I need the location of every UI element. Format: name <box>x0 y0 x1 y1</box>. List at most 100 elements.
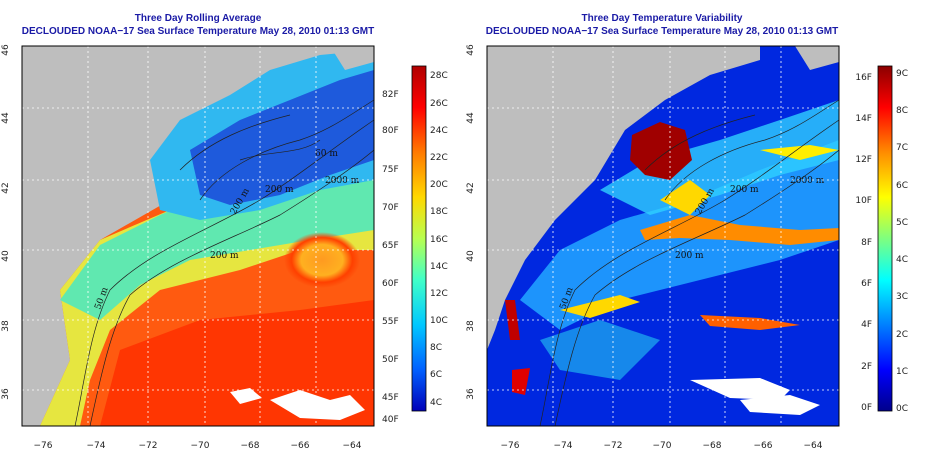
colorbar-label: 24C <box>430 126 448 136</box>
colorbar-label: 12F <box>855 155 872 165</box>
colorbar-label: 0C <box>896 404 908 414</box>
right-colorbar-right-labels: 9C 8C 7C 6C 5C 4C 3C 2C 1C 0C <box>896 69 908 414</box>
lat-tick-label: 44 <box>466 112 476 124</box>
colorbar-label: 18C <box>430 207 448 217</box>
colorbar-label: 2C <box>896 330 908 340</box>
lon-tick-label: −68 <box>241 441 260 451</box>
colorbar-label: 4C <box>430 398 442 408</box>
high-variability-front <box>560 295 640 318</box>
left-colorbar-right-labels: 28C 26C 24C 22C 20C 18C 16C 14C 12C 10C … <box>430 71 448 408</box>
lat-tick-label: 40 <box>466 250 476 262</box>
left-colorbar <box>411 65 427 412</box>
lat-tick-label: 46 <box>466 44 476 56</box>
lat-tick-label: 36 <box>1 388 11 400</box>
lon-tick-label: −76 <box>501 441 520 451</box>
left-panel-subtitle: DECLOUDED NOAA−17 Sea Surface Temperatur… <box>22 26 374 37</box>
colorbar-label: 4C <box>896 255 908 265</box>
left-colorbar-left-labels: 82F 80F 75F 70F 65F 60F 55F 50F 45F 40F <box>382 90 399 425</box>
lat-tick-label: 46 <box>1 44 11 56</box>
colorbar-label: 12C <box>430 289 448 299</box>
contour-label: 60 m <box>315 149 338 159</box>
lat-tick-label: 42 <box>466 182 476 193</box>
colorbar-label: 16C <box>430 235 448 245</box>
colorbar-label: 26C <box>430 99 448 109</box>
left-panel: Three Day Rolling Average DECLOUDED NOAA… <box>1 13 448 451</box>
right-colorbar-left-labels: 16F 14F 12F 10F 8F 6F 4F 2F 0F <box>855 73 872 413</box>
lat-tick-label: 40 <box>1 250 11 262</box>
colorbar-label: 45F <box>382 393 399 403</box>
lat-tick-label: 38 <box>466 320 476 332</box>
cloud-gap <box>230 388 262 404</box>
lon-tick-label: −74 <box>87 441 106 451</box>
bathymetry-contours <box>74 99 374 426</box>
colorbar-label: 28C <box>430 71 448 81</box>
contour-label: 2000 m <box>790 176 825 186</box>
max-variability-hotspot <box>512 368 530 395</box>
lon-tick-label: −66 <box>291 441 310 451</box>
colorbar-label: 6F <box>861 279 872 289</box>
cloud-gap <box>690 378 790 400</box>
lon-tick-label: −72 <box>604 441 623 451</box>
cloud-gap <box>740 395 820 415</box>
colorbar-label: 20C <box>430 180 448 190</box>
colorbar-label: 16F <box>855 73 872 83</box>
high-variability-front <box>760 145 839 160</box>
mid-variability-zone <box>600 100 839 215</box>
lon-tick-label: −70 <box>653 441 672 451</box>
warm-core-eddy <box>284 232 360 288</box>
colorbar-label: 8C <box>896 106 908 116</box>
colorbar-label: 70F <box>382 203 399 213</box>
bathymetry-contours <box>539 99 839 426</box>
colorbar-label: 10C <box>430 316 448 326</box>
colorbar-label: 50F <box>382 355 399 365</box>
right-panel: Three Day Temperature Variability DECLOU… <box>466 13 908 451</box>
contour-label: 200 m <box>265 185 294 195</box>
colorbar-label: 9C <box>896 69 908 79</box>
left-lat-axis: 46 44 42 40 38 36 <box>1 44 11 400</box>
lon-tick-label: −68 <box>703 441 722 451</box>
colorbar-label: 14C <box>430 262 448 272</box>
lat-tick-label: 42 <box>1 182 11 193</box>
lon-tick-label: −64 <box>343 441 362 451</box>
cold-water-core <box>190 70 374 205</box>
contour-label: 200 m <box>730 185 759 195</box>
colorbar-label: 6C <box>896 181 908 191</box>
max-variability-hotspot <box>630 122 692 180</box>
colorbar-label: 22C <box>430 153 448 163</box>
lon-tick-label: −76 <box>34 441 53 451</box>
left-sst-map: 200 m 200 m 2000 m 50 m 200 m 60 m <box>22 46 374 426</box>
high-variability-front <box>660 180 710 215</box>
right-variability-map: 200 m 200 m 50 m 200 m 2000 m <box>487 46 839 426</box>
right-panel-subtitle: DECLOUDED NOAA−17 Sea Surface Temperatur… <box>486 26 838 37</box>
colorbar-label: 8C <box>430 343 442 353</box>
lon-tick-label: −74 <box>554 441 573 451</box>
nova-scotia-land <box>795 46 839 70</box>
colorbar-label: 60F <box>382 279 399 289</box>
right-colorbar <box>877 65 893 412</box>
cloud-gap <box>270 390 365 420</box>
lon-tick-label: −70 <box>191 441 210 451</box>
colorbar-label: 65F <box>382 241 399 251</box>
colorbar-label: 75F <box>382 165 399 175</box>
graticule <box>487 46 839 426</box>
colorbar-label: 55F <box>382 317 399 327</box>
high-variability-front <box>640 215 839 245</box>
colorbar-label: 5C <box>896 218 908 228</box>
coastline-land <box>22 46 300 350</box>
right-panel-title: Three Day Temperature Variability <box>582 13 743 24</box>
colorbar-label: 0F <box>861 403 872 413</box>
colorbar-label: 14F <box>855 114 872 124</box>
nova-scotia-land <box>330 46 374 70</box>
graticule <box>22 46 374 426</box>
colorbar-label: 10F <box>855 196 872 206</box>
colorbar-label: 8F <box>861 238 872 248</box>
colorbar-label: 7C <box>896 143 908 153</box>
colorbar-label: 3C <box>896 292 908 302</box>
colorbar-label: 80F <box>382 126 399 136</box>
contour-label: 200 m <box>210 251 239 261</box>
right-lat-axis: 46 44 42 40 38 36 <box>466 44 476 400</box>
left-map-frame <box>21 45 375 427</box>
right-map-frame <box>486 45 840 427</box>
colorbar-label: 2F <box>861 362 872 372</box>
left-lon-axis: −76 −74 −72 −70 −68 −66 −64 <box>34 441 362 451</box>
